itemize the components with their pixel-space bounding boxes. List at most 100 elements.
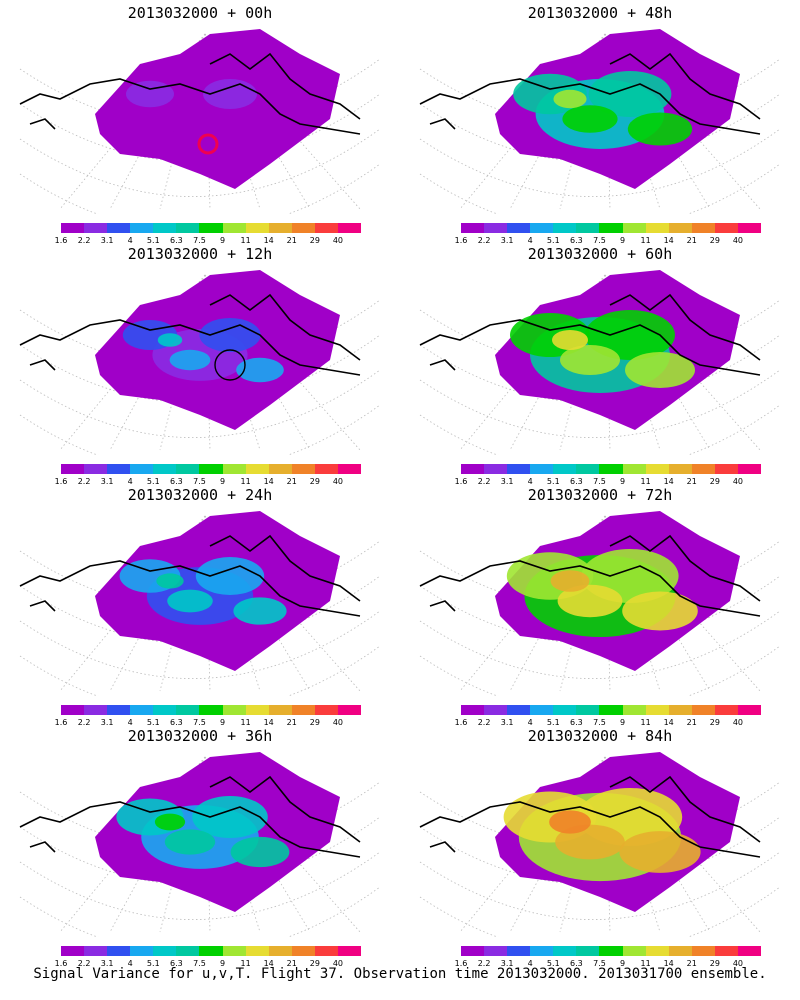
colorbar-tick-label: 7.5 bbox=[593, 477, 606, 486]
colorbar-swatch bbox=[245, 946, 269, 956]
colorbar-tick-label: 4 bbox=[127, 959, 133, 968]
colorbar-swatch bbox=[337, 946, 362, 956]
observation-marker-icon bbox=[197, 133, 219, 155]
colorbar-swatch bbox=[291, 705, 315, 715]
colorbar-tick-label: 21 bbox=[686, 718, 697, 727]
colorbar-tick-label: 14 bbox=[663, 959, 674, 968]
colorbar-tick-label: 5.1 bbox=[146, 236, 160, 245]
map-panel: 2013032000 + 24h 1.6 2.2 3.1 4 5.1 6.3 7.5 9 11 14… bbox=[0, 482, 400, 728]
colorbar-tick-label: 40 bbox=[332, 236, 344, 245]
colorbar-tick-label: 11 bbox=[640, 959, 651, 968]
colorbar-swatch bbox=[84, 946, 108, 956]
colorbar-swatch bbox=[268, 946, 292, 956]
colorbar-swatch bbox=[645, 705, 669, 715]
colorbar-tick-label: 9 bbox=[219, 959, 226, 968]
colorbar bbox=[461, 464, 762, 474]
colorbar bbox=[61, 223, 362, 233]
colorbar-tick-label: 40 bbox=[332, 718, 344, 727]
polar-map bbox=[419, 752, 781, 937]
colorbar-swatch bbox=[61, 223, 85, 233]
colorbar-tick-label: 21 bbox=[286, 718, 297, 727]
colorbar-swatch bbox=[507, 464, 531, 474]
colorbar-tick-label: 4 bbox=[127, 718, 133, 727]
colorbar-tick-label: 5.1 bbox=[546, 718, 560, 727]
coastline bbox=[419, 775, 761, 858]
colorbar-tick-label: 4 bbox=[527, 718, 533, 727]
colorbar-swatch bbox=[314, 464, 338, 474]
colorbar-swatch bbox=[199, 464, 223, 474]
colorbar-tick-label: 40 bbox=[732, 236, 744, 245]
panel-title: 2013032000 + 12h bbox=[127, 245, 273, 263]
colorbar-tick-label: 3.1 bbox=[100, 477, 114, 486]
colorbar-tick-label: 9 bbox=[619, 718, 626, 727]
panel-title: 2013032000 + 72h bbox=[527, 486, 673, 504]
colorbar-swatch bbox=[484, 705, 508, 715]
colorbar-swatch bbox=[691, 705, 715, 715]
colorbar-tick-label: 14 bbox=[663, 477, 674, 486]
colorbar-swatch bbox=[130, 705, 154, 715]
colorbar-tick-label: 9 bbox=[219, 236, 226, 245]
colorbar-tick-label: 29 bbox=[709, 477, 720, 486]
colorbar-tick-label: 40 bbox=[732, 959, 744, 968]
colorbar-swatch bbox=[691, 223, 715, 233]
colorbar-tick-label: 40 bbox=[732, 477, 744, 486]
colorbar-swatch bbox=[599, 464, 623, 474]
colorbar-swatch bbox=[645, 946, 669, 956]
colorbar-tick-label: 5.1 bbox=[146, 959, 160, 968]
coastline bbox=[419, 293, 761, 376]
colorbar-tick-label: 2.2 bbox=[477, 959, 491, 968]
colorbar bbox=[61, 705, 362, 715]
map-panel: 2013032000 + 84h 1.6 2.2 3.1 4 5.1 6.3 7.5 9 11 14… bbox=[400, 723, 800, 969]
colorbar-swatch bbox=[668, 464, 692, 474]
colorbar-swatch bbox=[107, 946, 131, 956]
colorbar-swatch bbox=[507, 705, 531, 715]
polar-map bbox=[419, 511, 781, 696]
colorbar-swatch bbox=[268, 705, 292, 715]
colorbar-swatch bbox=[199, 946, 223, 956]
polar-map bbox=[19, 270, 381, 455]
polar-map bbox=[419, 270, 781, 455]
colorbar-swatch bbox=[61, 946, 85, 956]
colorbar-tick-label: 11 bbox=[240, 718, 251, 727]
colorbar-tick-label: 21 bbox=[686, 236, 697, 245]
colorbar-tick-label: 7.5 bbox=[193, 236, 206, 245]
colorbar-swatch bbox=[107, 464, 131, 474]
colorbar-swatch bbox=[484, 946, 508, 956]
colorbar-swatch bbox=[691, 464, 715, 474]
colorbar-swatch bbox=[530, 464, 554, 474]
colorbar-swatch bbox=[553, 223, 577, 233]
colorbar-swatch bbox=[337, 464, 362, 474]
colorbar-tick-label: 4 bbox=[527, 236, 533, 245]
colorbar-tick-label: 7.5 bbox=[193, 718, 206, 727]
colorbar-tick-label: 7.5 bbox=[593, 718, 606, 727]
colorbar-swatch bbox=[61, 464, 85, 474]
colorbar-swatch bbox=[153, 223, 177, 233]
colorbar-swatch bbox=[314, 223, 338, 233]
observation-marker-icon bbox=[214, 349, 246, 381]
panel-title: 2013032000 + 60h bbox=[527, 245, 673, 263]
colorbar-swatch bbox=[737, 946, 762, 956]
colorbar-swatch bbox=[714, 223, 738, 233]
colorbar-tick-label: 3.1 bbox=[500, 959, 514, 968]
colorbar-tick-label: 9 bbox=[619, 477, 626, 486]
colorbar-tick-label: 7.5 bbox=[593, 236, 606, 245]
colorbar-tick-label: 3.1 bbox=[500, 236, 514, 245]
colorbar-swatch bbox=[130, 946, 154, 956]
colorbar-tick-label: 4 bbox=[127, 236, 133, 245]
colorbar-swatch bbox=[245, 464, 269, 474]
colorbar-swatch bbox=[668, 946, 692, 956]
colorbar-swatch bbox=[714, 464, 738, 474]
panel-title: 2013032000 + 48h bbox=[527, 4, 673, 22]
colorbar-swatch bbox=[668, 223, 692, 233]
colorbar-tick-label: 5.1 bbox=[146, 718, 160, 727]
map-panel: 2013032000 + 12h 1.6 2.2 3.1 4 5.1 6.3 7.5 9 11 14… bbox=[0, 241, 400, 487]
colorbar-swatch bbox=[484, 464, 508, 474]
colorbar-swatch bbox=[507, 223, 531, 233]
colorbar-swatch bbox=[314, 705, 338, 715]
colorbar-tick-label: 14 bbox=[263, 477, 274, 486]
colorbar-swatch bbox=[176, 464, 200, 474]
colorbar-tick-label: 2.2 bbox=[77, 959, 91, 968]
colorbar-swatch bbox=[461, 464, 485, 474]
colorbar-swatch bbox=[668, 705, 692, 715]
colorbar-tick-label: 1.6 bbox=[454, 959, 468, 968]
